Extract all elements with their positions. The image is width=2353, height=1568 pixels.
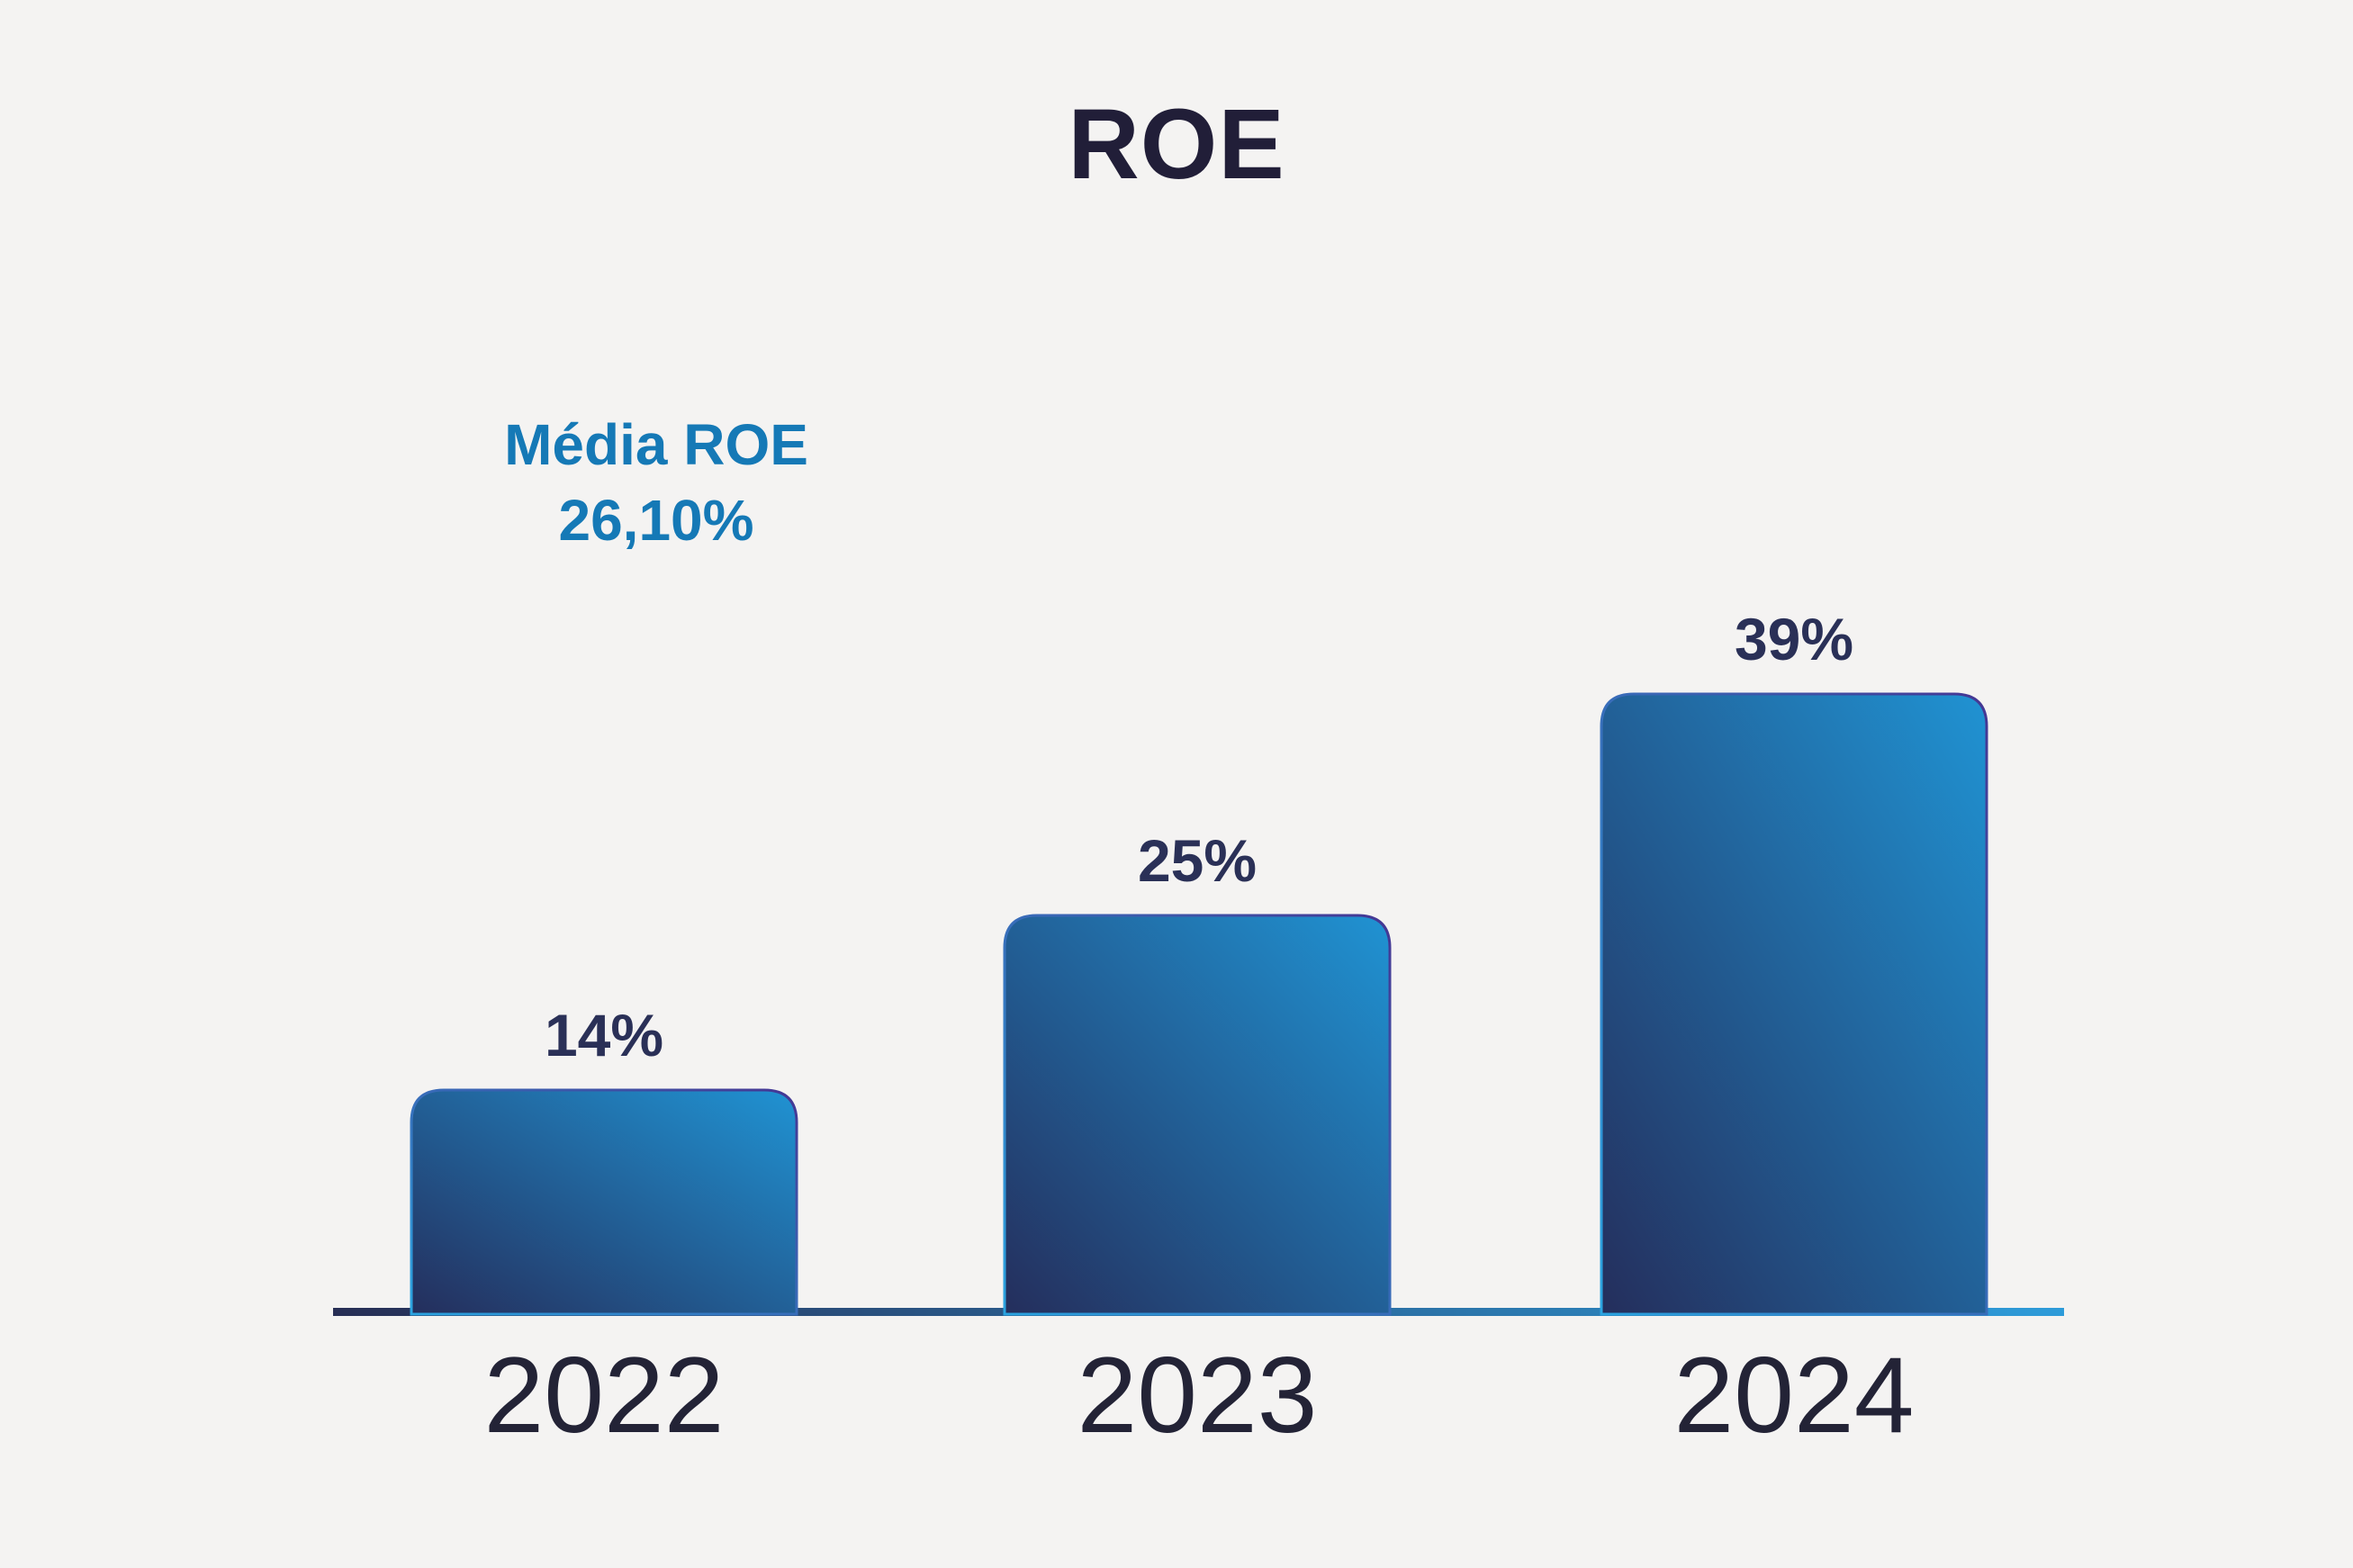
average-annotation: Média ROE 26,10% — [341, 407, 971, 558]
x-axis-label-2022: 2022 — [483, 1335, 725, 1455]
value-label-2024: 39% — [1734, 606, 1854, 672]
bar-2024 — [1600, 692, 1988, 1316]
x-axis-label-2023: 2023 — [1077, 1335, 1318, 1455]
bar-2023 — [1003, 914, 1392, 1316]
x-axis-label-2024: 2024 — [1673, 1335, 1915, 1455]
bars-group — [410, 692, 1988, 1316]
bar-2022 — [410, 1088, 798, 1316]
value-label-2022: 14% — [544, 1002, 664, 1068]
chart-title: ROE — [1068, 89, 1285, 200]
average-annotation-value: 26,10% — [558, 488, 754, 553]
value-label-2023: 25% — [1137, 827, 1258, 894]
average-annotation-label: Média ROE — [504, 412, 808, 477]
